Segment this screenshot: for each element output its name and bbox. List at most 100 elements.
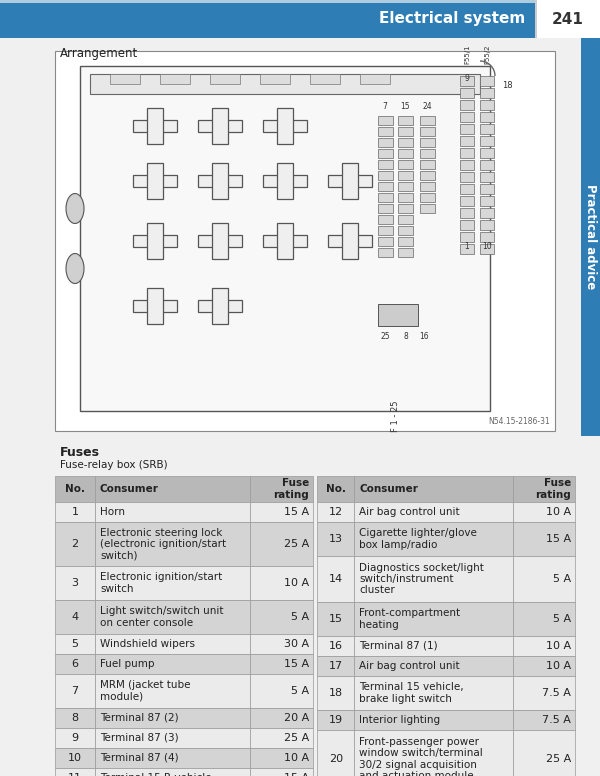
- Bar: [513, 602, 575, 636]
- Bar: [513, 710, 575, 730]
- Bar: [212, 223, 228, 259]
- Bar: [398, 215, 413, 224]
- Bar: [420, 138, 435, 147]
- Text: Consumer: Consumer: [359, 484, 418, 494]
- Bar: [420, 160, 435, 169]
- Bar: [355, 710, 513, 730]
- Text: Terminal 15 R vehicle: Terminal 15 R vehicle: [100, 773, 212, 776]
- Text: Diagnostics socket/light
switch/instrument
cluster: Diagnostics socket/light switch/instrume…: [359, 563, 484, 595]
- Text: Consumer: Consumer: [100, 484, 159, 494]
- Text: 10 A: 10 A: [546, 641, 571, 651]
- Bar: [95, 600, 250, 634]
- Bar: [250, 634, 313, 654]
- Bar: [460, 244, 474, 254]
- Bar: [537, 0, 600, 38]
- Text: 7.5 A: 7.5 A: [542, 688, 571, 698]
- Bar: [378, 215, 393, 224]
- Text: Terminal 87 (3): Terminal 87 (3): [100, 733, 179, 743]
- Text: 17: 17: [329, 661, 343, 671]
- Bar: [198, 300, 242, 313]
- Text: Terminal 87 (1): Terminal 87 (1): [359, 641, 438, 651]
- Text: Terminal 87 (2): Terminal 87 (2): [100, 713, 179, 723]
- Bar: [480, 124, 494, 134]
- Bar: [398, 226, 413, 235]
- Bar: [460, 124, 474, 134]
- Text: Front-passenger power
window switch/terminal
30/2 signal acquisition
and actuati: Front-passenger power window switch/term…: [359, 737, 483, 776]
- Bar: [250, 728, 313, 748]
- Bar: [212, 288, 228, 324]
- Text: 10: 10: [482, 242, 492, 251]
- Bar: [317, 476, 355, 502]
- Bar: [198, 234, 242, 248]
- Bar: [317, 730, 355, 776]
- Bar: [263, 120, 307, 133]
- Bar: [260, 74, 290, 84]
- Bar: [250, 674, 313, 708]
- Text: 3: 3: [71, 578, 79, 588]
- Text: F 1 - 25: F 1 - 25: [391, 400, 400, 431]
- Bar: [480, 184, 494, 194]
- Text: Arrangement: Arrangement: [60, 47, 138, 61]
- Bar: [378, 138, 393, 147]
- Bar: [250, 708, 313, 728]
- Bar: [398, 248, 413, 257]
- Bar: [95, 728, 250, 748]
- Bar: [133, 120, 177, 133]
- Text: Air bag control unit: Air bag control unit: [359, 507, 460, 517]
- Bar: [360, 74, 390, 84]
- Bar: [133, 175, 177, 188]
- Bar: [460, 232, 474, 242]
- Bar: [460, 76, 474, 86]
- Bar: [460, 136, 474, 146]
- Text: 7: 7: [383, 102, 388, 111]
- Bar: [480, 196, 494, 206]
- Text: 25 A: 25 A: [546, 754, 571, 764]
- Bar: [398, 138, 413, 147]
- Bar: [513, 476, 575, 502]
- Bar: [55, 502, 95, 522]
- Bar: [398, 171, 413, 180]
- Bar: [55, 51, 555, 431]
- Bar: [212, 108, 228, 144]
- Bar: [250, 768, 313, 776]
- Bar: [95, 674, 250, 708]
- Bar: [460, 112, 474, 122]
- Bar: [378, 237, 393, 246]
- Bar: [480, 160, 494, 170]
- Bar: [355, 676, 513, 710]
- Bar: [378, 204, 393, 213]
- Text: 11: 11: [68, 773, 82, 776]
- Bar: [250, 476, 313, 502]
- Text: 7: 7: [71, 686, 79, 696]
- Bar: [460, 184, 474, 194]
- Text: 5 A: 5 A: [553, 574, 571, 584]
- Bar: [513, 522, 575, 556]
- Bar: [355, 502, 513, 522]
- Bar: [355, 656, 513, 676]
- Bar: [355, 556, 513, 602]
- Bar: [277, 223, 293, 259]
- Bar: [480, 148, 494, 158]
- Bar: [328, 175, 372, 188]
- Bar: [480, 100, 494, 110]
- Bar: [398, 237, 413, 246]
- Text: 1: 1: [464, 242, 469, 251]
- Bar: [460, 148, 474, 158]
- Text: 10 A: 10 A: [284, 753, 309, 763]
- Bar: [581, 38, 600, 436]
- Bar: [133, 300, 177, 313]
- Bar: [328, 234, 372, 248]
- Text: 25 A: 25 A: [284, 539, 309, 549]
- Bar: [378, 182, 393, 191]
- Bar: [378, 127, 393, 136]
- Text: Fuse
rating: Fuse rating: [535, 478, 571, 500]
- Bar: [460, 208, 474, 218]
- Text: Fuses: Fuses: [60, 446, 100, 459]
- Text: 4: 4: [71, 612, 79, 622]
- Bar: [355, 522, 513, 556]
- Text: 10 A: 10 A: [284, 578, 309, 588]
- Bar: [317, 676, 355, 710]
- Bar: [513, 676, 575, 710]
- Bar: [198, 120, 242, 133]
- Bar: [212, 163, 228, 199]
